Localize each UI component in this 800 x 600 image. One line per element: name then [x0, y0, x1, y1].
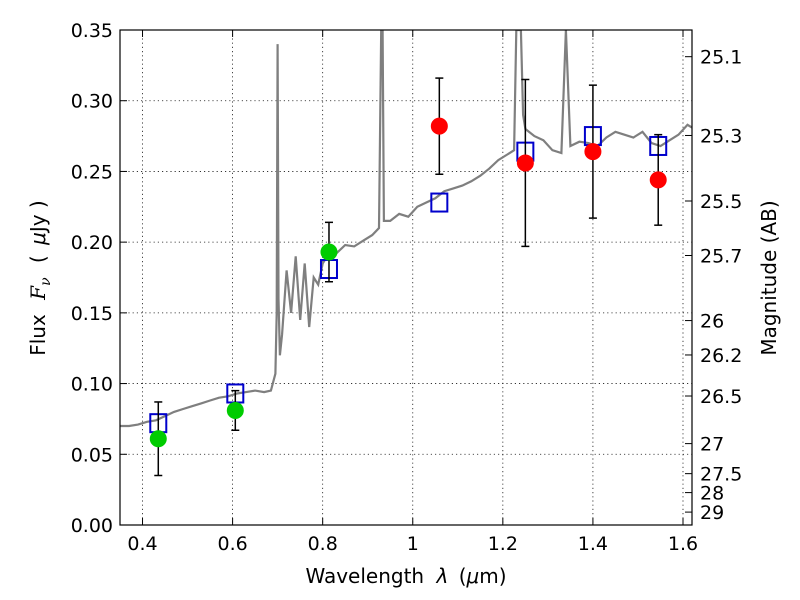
photometry-point [430, 117, 448, 135]
photometry-point [226, 401, 244, 419]
y2-tick-label: 25.7 [700, 246, 742, 268]
y-tick-label: 0.35 [71, 20, 113, 42]
y2-axis-label: Magnitude (AB) [757, 200, 781, 355]
y-tick-label: 0.10 [71, 374, 113, 396]
y2-tick-label: 25.5 [700, 191, 742, 213]
y2-tick-label: 27 [700, 434, 724, 456]
x-axis-label: Wavelength λ (μm) [305, 564, 506, 588]
spectrum-line [120, 30, 692, 428]
photometry-point [149, 430, 167, 448]
y-tick-label: 0.30 [71, 91, 113, 113]
y2-tick-label: 27.5 [700, 464, 742, 486]
y2-tick-label: 26.5 [700, 386, 742, 408]
y-axis-label: Flux Fν ( μJy ) [26, 200, 55, 356]
y2-tick-label: 25.1 [700, 47, 742, 69]
model-square-marker [430, 192, 449, 213]
y-tick-label: 0.20 [71, 232, 113, 254]
x-tick-label: 0.8 [308, 533, 338, 555]
photometry-point [320, 243, 338, 261]
y2-tick-label: 28 [700, 483, 724, 505]
x-tick-label: 1 [407, 533, 419, 555]
plot-frame [119, 29, 693, 526]
grid [120, 29, 692, 526]
plot-area [120, 30, 692, 477]
y2-tick-label: 25.3 [700, 125, 742, 147]
photometry-point [516, 154, 534, 172]
photometry-point [649, 171, 667, 189]
x-tick-label: 0.4 [127, 533, 157, 555]
y2-tick-label: 29 [700, 502, 724, 524]
x-tick-label: 1.4 [578, 533, 608, 555]
x-tick-label: 0.6 [217, 533, 247, 555]
y-tick-label: 0.15 [71, 303, 113, 325]
x-tick-label: 1.6 [668, 533, 698, 555]
y-tick-label: 0.05 [71, 444, 113, 466]
photometry-point [584, 143, 602, 161]
axis-ticks: 0.4 0.6 0.8 1 1.2 1.4 1.6 0.00 0.05 0.10 0.15 0.20 0… [71, 20, 743, 555]
x-tick-label: 1.2 [488, 533, 518, 555]
y-tick-label: 0.00 [71, 515, 113, 537]
y-tick-label: 0.25 [71, 161, 113, 183]
y2-tick-label: 26.2 [700, 345, 742, 367]
y2-tick-label: 26 [700, 311, 724, 333]
